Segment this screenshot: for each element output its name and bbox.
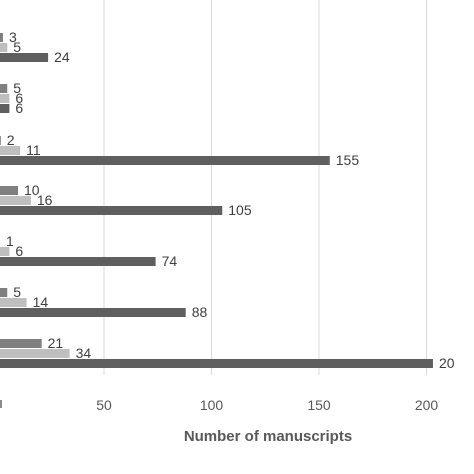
bar: [0, 339, 42, 348]
bar: [0, 104, 10, 113]
data-label: 6: [15, 90, 23, 106]
data-label: 155: [336, 152, 360, 168]
x-tick-label: 150: [307, 397, 331, 413]
data-label: 6: [15, 243, 23, 259]
x-tick-zero-stub: [0, 400, 2, 408]
bar: [0, 206, 223, 215]
data-label: 24: [54, 49, 70, 65]
data-label: 10: [24, 182, 40, 198]
x-tick-label: 200: [415, 397, 439, 413]
bar: [0, 298, 27, 307]
bar: [0, 136, 1, 145]
data-label: 2: [7, 132, 15, 148]
bar: [0, 84, 8, 93]
data-label: 5: [13, 284, 21, 300]
data-label: 20: [439, 355, 455, 371]
bar: [0, 247, 10, 256]
data-label: 88: [192, 304, 208, 320]
bar: [0, 156, 330, 165]
bars: [0, 33, 433, 368]
data-label: 16: [37, 192, 53, 208]
data-label: 1: [6, 233, 14, 249]
data-label: 74: [162, 253, 178, 269]
data-label: 5: [13, 80, 21, 96]
bar: [0, 186, 18, 195]
data-label: 11: [26, 142, 41, 158]
bar: [0, 146, 21, 155]
data-label: 14: [33, 294, 49, 310]
bar: [0, 349, 70, 358]
gridlines: [103, 0, 427, 375]
bar: [0, 53, 49, 62]
bar: [0, 257, 156, 266]
bar: [0, 308, 186, 317]
x-axis-ticks: 50 100 150 200: [0, 397, 438, 413]
data-label: 3: [9, 29, 17, 45]
bar: [0, 359, 433, 368]
bar: [0, 288, 8, 297]
x-tick-label: 50: [96, 397, 112, 413]
data-label: 21: [48, 335, 64, 351]
data-label: 5: [13, 39, 21, 55]
bar: [0, 196, 31, 205]
bar: [0, 43, 8, 52]
bar: [0, 94, 10, 103]
data-label: 105: [228, 202, 252, 218]
data-label: 6: [15, 100, 23, 116]
bar: [0, 33, 3, 42]
x-axis-title: Number of manuscripts: [184, 428, 352, 445]
x-tick-label: 100: [200, 397, 224, 413]
data-label: 34: [76, 345, 92, 361]
